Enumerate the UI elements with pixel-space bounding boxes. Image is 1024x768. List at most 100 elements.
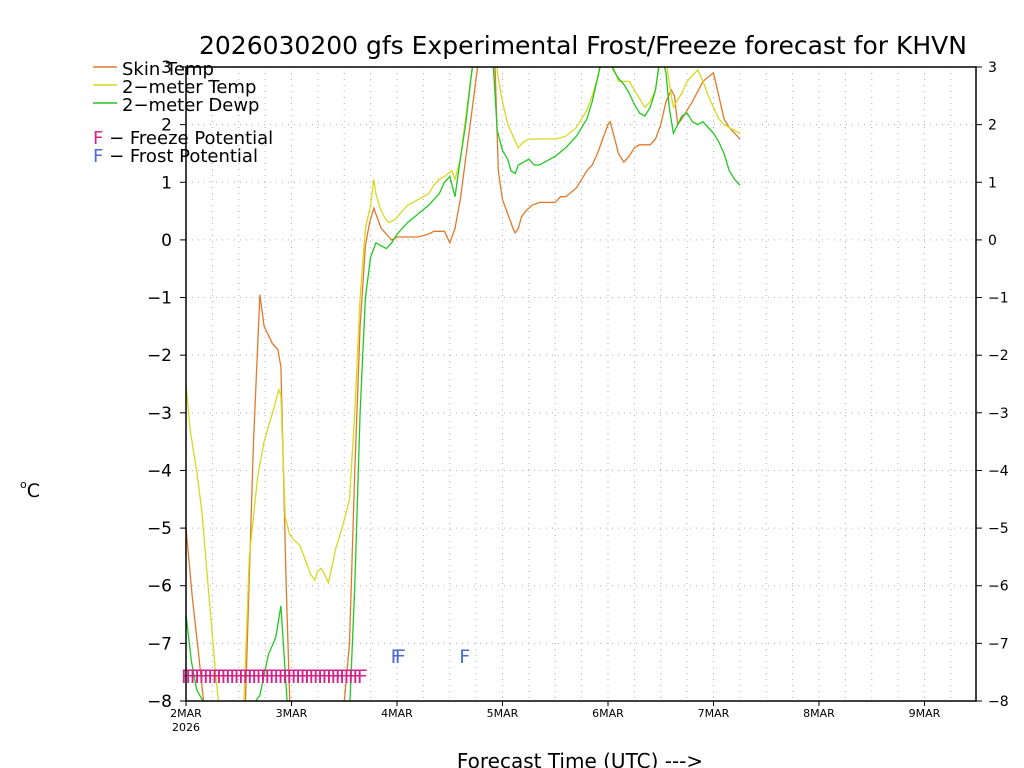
series-line-1 [186,67,741,701]
freeze-marker: F [229,666,240,688]
freeze-marker: F [256,666,267,688]
freeze-marker: F [282,666,293,688]
plot-frame [185,66,977,702]
x-tick-label: 3MAR [276,707,308,720]
freeze-marker: F [190,666,201,688]
series-line-3 [186,67,741,701]
freeze-marker: F [199,666,210,688]
freeze-marker: F [326,666,337,688]
freeze-marker: F [234,666,245,688]
y-tick-label-left: 2 [161,116,172,136]
degree-symbol: o [20,478,27,491]
frost-marker: F [395,646,406,668]
freeze-marker: F [203,666,214,688]
y-tick-label-right: 0 [988,233,997,249]
freeze-marker: F [273,666,284,688]
y-tick-label-left: −2 [147,346,172,366]
y-tick-label-left: −1 [147,289,172,309]
freeze-marker: F [243,666,254,688]
freeze-marker: F [330,666,341,688]
freeze-marker: F [260,666,271,688]
x-tick-label: 5MAR [487,707,519,720]
x-tick-label: 6MAR [592,707,624,720]
freeze-marker: F [194,666,205,688]
y-tick-label-right: −7 [988,636,1009,652]
y-tick-label-right: −6 [988,579,1009,595]
unit-letter: C [27,480,40,502]
y-tick-label-left: −7 [147,634,172,654]
potential-legend-item: F − Frost Potential [93,146,258,167]
grid-lines [186,66,976,702]
freeze-marker: F [304,666,315,688]
y-tick-label-left: −8 [147,692,172,712]
y-tick-label-right: −5 [988,521,1009,537]
y-tick-label-right: 3 [988,60,997,76]
freeze-marker: F [339,666,350,688]
y-tick-label-right: 1 [988,175,997,191]
freeze-marker: F [287,666,298,688]
series-lines [186,67,741,701]
freeze-marker: F [300,666,311,688]
freeze-marker: F [225,666,236,688]
series-line-2 [186,67,741,701]
freeze-marker: F [265,666,276,688]
freeze-marker: F [308,666,319,688]
freeze-marker: F [357,666,368,688]
freeze-marker: F [278,666,289,688]
y-tick-label-left: −6 [147,577,172,597]
y-tick-label-left: −4 [147,461,172,481]
freeze-marker: F [185,666,196,688]
legend-label: 2−meter Temp [122,77,256,98]
freeze-marker: F [317,666,328,688]
freeze-marker: F [322,666,333,688]
y-tick-label-right: −1 [988,291,1009,307]
y-axis-right: −8 −7 −6 −5 −4 −3 −2 −1 0 1 2 3 [976,60,1009,710]
freeze-marker: F [352,666,363,688]
freeze-marker: F [221,666,232,688]
chart-title: 2026030200 gfs Experimental Frost/Freeze… [199,31,967,60]
freeze-markers: FFFFFFFFFFFFFFFFFFFFFFFFFFFFFFFFFFFFFFFF… [181,666,368,688]
y-tick-label-right: −4 [988,463,1009,479]
freeze-marker: F [291,666,302,688]
y-tick-label-right: −2 [988,348,1009,364]
freeze-marker: F [313,666,324,688]
x-axis-label: Forecast Time (UTC) ---> [457,749,703,768]
freeze-marker: F [295,666,306,688]
freeze-marker: F [348,666,359,688]
freeze-marker: F [251,666,262,688]
freeze-marker: F [207,666,218,688]
freeze-marker: F [335,666,346,688]
frost-marker: F [391,646,402,668]
y-tick-label-right: −8 [988,694,1009,710]
y-tick-label-right: −3 [988,406,1009,422]
freeze-marker: F [344,666,355,688]
freeze-marker: F [212,666,223,688]
y-tick-label-right: 2 [988,118,997,134]
freeze-marker: F [216,666,227,688]
y-tick-label-left: −5 [147,519,172,539]
legend-label: Skin Temp [122,59,214,80]
x-tick-label: 4MAR [381,707,413,720]
freeze-marker: F [238,666,249,688]
freeze-marker: F [247,666,258,688]
frost-markers: FF F [391,646,471,668]
y-tick-label-left: 0 [161,231,172,251]
y-axis-left: −8 −7 −6 −5 −4 −3 −2 −1 0 1 2 3 [147,58,186,712]
x-tick-label: 2MAR [170,707,202,720]
y-axis-label: oC [20,478,40,502]
x-tick-label: 9MAR [909,707,941,720]
potential-legend-item: F − Freeze Potential [93,128,273,149]
x-tick-sublabel: 2026 [172,721,200,734]
y-tick-label-left: 1 [161,173,172,193]
x-tick-label: 7MAR [698,707,730,720]
y-tick-label-left: −3 [147,404,172,424]
frost-marker: F [459,646,470,668]
x-tick-label: 8MAR [803,707,835,720]
freeze-marker: F [269,666,280,688]
y-tick-label-left: 3 [161,58,172,78]
legend-label: 2−meter Dewp [122,95,259,116]
